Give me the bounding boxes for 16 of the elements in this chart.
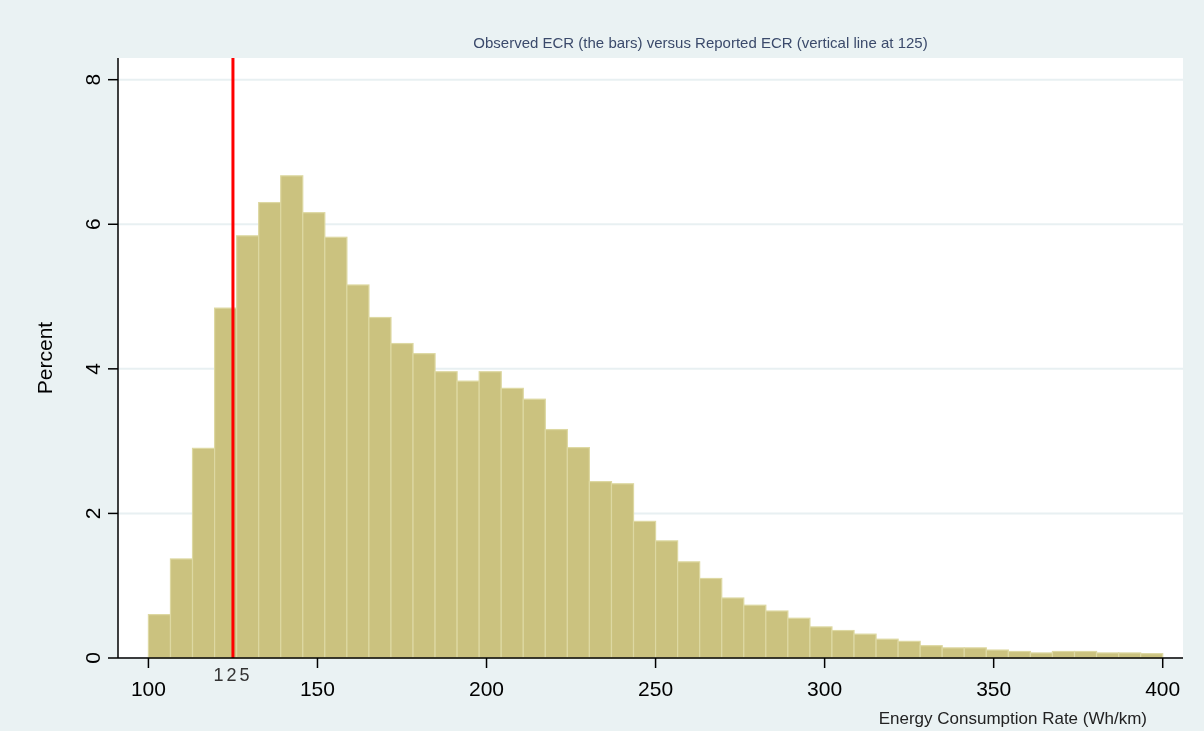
y-tick-label: 6 (81, 218, 104, 231)
y-tick-label: 4 (81, 362, 104, 375)
chart-title: Observed ECR (the bars) versus Reported ECR (vertical line at 125) (473, 34, 928, 51)
x-tick-label: 350 (976, 677, 1012, 700)
x-tick-label: 300 (807, 677, 843, 700)
x-tick-label: 150 (299, 677, 335, 700)
ref-line-label: 125 (213, 665, 253, 685)
y-tick-label: 2 (81, 507, 104, 520)
y-tick-label: 8 (81, 73, 104, 86)
x-tick-label: 400 (1145, 677, 1181, 700)
y-axis-title: Percent (33, 321, 56, 395)
y-tick-label: 0 (81, 652, 104, 664)
x-tick-label: 250 (638, 677, 674, 700)
x-tick-label: 200 (469, 677, 505, 700)
x-tick-label: 100 (130, 677, 166, 700)
x-axis-title: Energy Consumption Rate (Wh/km) (878, 709, 1147, 728)
